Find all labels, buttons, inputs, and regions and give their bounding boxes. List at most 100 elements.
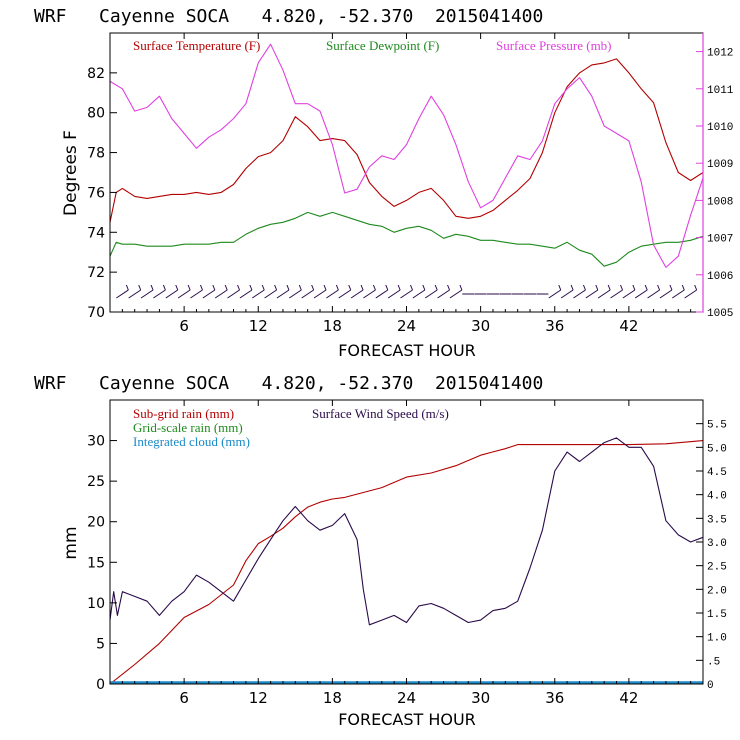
y2-tick-label: 1005: [707, 308, 733, 320]
wind-barb: [412, 289, 426, 299]
wind-barb: [560, 289, 574, 299]
wind-barb-flag: [335, 284, 339, 291]
x-tick-label: 24: [397, 689, 416, 707]
y-tick-label: 76: [87, 185, 105, 201]
y-tick-label: 74: [87, 225, 105, 241]
wind-speed-line: [109, 437, 704, 626]
wind-barb-flag: [582, 284, 586, 291]
top-series-layer: [109, 43, 704, 268]
wind-barb-flag: [644, 284, 648, 291]
wind-barb-flag: [286, 284, 290, 291]
legend-integrated-cloud: Integrated cloud (mm): [133, 434, 250, 449]
top-x-axis-label: FORECAST HOUR: [338, 341, 476, 360]
y2-tick-label: 1011: [707, 85, 734, 97]
x-tick-label: 12: [249, 689, 268, 707]
wind-barb: [326, 289, 339, 299]
precipitation-panel: WRF Cayenne SOCA 4.820, -52.370 20150414…: [34, 373, 727, 729]
wind-barb: [264, 289, 277, 299]
wind-barb: [449, 289, 463, 299]
wind-barb: [437, 289, 450, 299]
wind-barb: [251, 289, 265, 299]
wind-barb: [116, 289, 129, 299]
wind-barb-flag: [447, 284, 451, 291]
wind-barb: [177, 289, 191, 299]
y2-tick-label: 1.0: [707, 633, 727, 645]
y-tick-label: 15: [87, 555, 105, 571]
wind-barb: [301, 289, 314, 299]
bottom-x-ticks: 6 12 18 24 30 36 42: [121, 400, 692, 707]
x-tick-label: 6: [179, 317, 189, 335]
x-tick-label: 18: [323, 689, 342, 707]
wind-barb: [387, 289, 401, 299]
top-panel-title: WRF Cayenne SOCA 4.820, -52.370 20150414…: [34, 6, 543, 27]
wind-barb: [647, 289, 660, 299]
y2-tick-label: 1012: [707, 48, 733, 60]
wind-barb-flag: [224, 284, 228, 291]
top-y-axis-label: Degrees F: [61, 130, 81, 216]
y-tick-label: 5: [96, 636, 105, 652]
wind-barb-flag: [298, 284, 302, 291]
wind-barb-flag: [175, 284, 179, 291]
legend-wind-speed: Surface Wind Speed (m/s): [312, 406, 449, 421]
subgrid-rain-line: [109, 440, 704, 685]
y2-tick-label: 1006: [707, 271, 733, 283]
wind-barb-flag: [311, 284, 315, 291]
wind-barb-flag: [681, 284, 685, 291]
wind-barb: [400, 289, 413, 299]
y-tick-label: 25: [87, 474, 105, 490]
y2-tick-label: 5.0: [707, 443, 727, 455]
wind-barb: [424, 289, 438, 299]
wind-barb-flag: [410, 284, 413, 291]
wind-barb-flag: [348, 284, 352, 291]
wind-barb: [585, 289, 599, 299]
y-tick-label: 70: [87, 305, 105, 321]
wind-barb-flag: [459, 284, 463, 291]
wind-barb-flag: [607, 284, 611, 291]
wind-barb-flag: [694, 284, 698, 291]
x-tick-label: 30: [471, 689, 490, 707]
wind-barb-flag: [422, 284, 426, 291]
y2-tick-label: 1007: [707, 234, 733, 246]
wind-barb: [338, 289, 352, 299]
x-tick-label: 18: [323, 317, 342, 335]
wind-barb-flag: [620, 284, 623, 291]
wind-barb: [659, 289, 673, 299]
y2-tick-label: 1.5: [707, 609, 727, 621]
legend-pressure: Surface Pressure (mb): [496, 38, 612, 53]
wind-barb-flag: [434, 284, 438, 291]
y-tick-label: 82: [87, 66, 105, 82]
y2-tick-label: 2.0: [707, 585, 727, 597]
x-tick-label: 42: [619, 689, 638, 707]
wind-barb-flag: [274, 284, 278, 291]
wind-barb: [684, 289, 697, 299]
y2-tick-label: 4.0: [707, 491, 727, 503]
bottom-y-axis-label: mm: [61, 526, 81, 559]
y-tick-label: 0: [96, 677, 105, 693]
wind-barb-flag: [162, 284, 166, 291]
wind-barb-flag: [657, 284, 661, 291]
bottom-y2-ticks: 0 .5 1.0 1.5 2.0 2.5 3.0 3.5 4.0 4.5 5.0 5.5: [696, 420, 727, 692]
wind-barb: [190, 289, 203, 299]
wind-barb: [573, 289, 586, 299]
temperature-panel: WRF Cayenne SOCA 4.820, -52.370 20150414…: [34, 6, 734, 360]
wind-barb: [227, 289, 240, 299]
wind-barb-flag: [385, 284, 389, 291]
temperature-line: [109, 58, 704, 223]
wind-barb-flag: [237, 284, 241, 291]
wind-barb-flag: [360, 284, 364, 291]
wind-barb: [214, 289, 228, 299]
wind-barb-flag: [323, 284, 327, 291]
bottom-panel-title: WRF Cayenne SOCA 4.820, -52.370 20150414…: [34, 373, 543, 394]
wind-barb: [165, 289, 179, 299]
y2-tick-label: 2.5: [707, 562, 727, 574]
wind-barb-flag: [249, 284, 253, 291]
dewpoint-line: [109, 211, 704, 267]
wind-barb-flag: [397, 284, 401, 291]
wind-barb: [610, 289, 623, 299]
y2-tick-label: 1010: [707, 122, 733, 134]
y2-tick-label: 0: [707, 680, 714, 692]
wind-barb-flag: [125, 284, 129, 291]
wind-barb: [276, 289, 290, 299]
wind-barb-flag: [187, 284, 191, 291]
y2-tick-label: 1008: [707, 196, 733, 208]
